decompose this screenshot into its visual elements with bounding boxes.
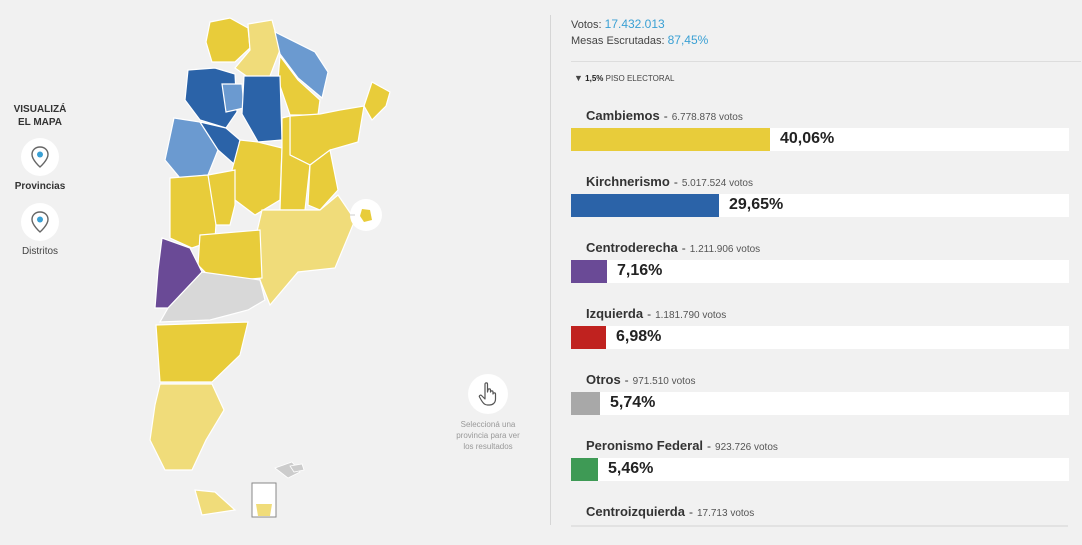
party-separator: - <box>688 505 693 519</box>
argentina-map[interactable] <box>140 10 400 520</box>
party-votes: 17.713 votos <box>696 508 755 519</box>
triangle-down-icon: ▼ <box>574 73 583 83</box>
party-votes: 923.726 votos <box>715 442 778 453</box>
mesas-value: 87,45% <box>667 33 709 47</box>
map-hint: Seleccioná una provincia para ver los re… <box>450 374 526 452</box>
mesas-line: Mesas Escrutadas: 87,45% <box>571 33 708 49</box>
party-bar-fill <box>571 128 770 151</box>
votos-value: 17.432.013 <box>604 17 665 31</box>
party-header: Centroizquierda -17.713 votos <box>586 503 1082 521</box>
total-votes-line: Votos: 17.432.013 <box>571 17 708 33</box>
party-header: Izquierda -1.181.790 votos <box>586 305 1082 323</box>
distritos-label: Distritos <box>21 246 59 257</box>
party-name: Cambiemos <box>586 108 660 123</box>
province-catamarca[interactable] <box>184 67 238 129</box>
party-bar-track: 6,98% <box>571 326 1069 349</box>
hand-pointer-icon <box>468 374 508 414</box>
party-row[interactable]: Centroizquierda -17.713 votos <box>571 503 1071 521</box>
party-bar-fill <box>571 260 607 283</box>
party-percentage: 40,06% <box>780 130 835 147</box>
party-header: Cambiemos -6.778.878 votos <box>586 107 1082 125</box>
party-votes: 5.017.524 votos <box>681 178 753 189</box>
party-name: Centroizquierda <box>586 504 685 519</box>
party-percentage: 5,46% <box>608 460 654 477</box>
piso-threshold: 1,5% <box>585 74 604 83</box>
party-separator: - <box>624 373 629 387</box>
piso-label: PISO ELECTORAL <box>605 74 675 83</box>
party-header: Peronismo Federal -923.726 votos <box>586 437 1082 455</box>
province-tucuman[interactable] <box>221 83 245 113</box>
party-bar-fill <box>571 458 598 481</box>
summary-divider <box>571 61 1081 62</box>
piso-electoral-toggle[interactable]: ▼ 1,5% PISO ELECTORAL <box>574 73 674 83</box>
map-hint-text: Seleccioná una provincia para ver los re… <box>456 420 520 451</box>
party-header: Centroderecha -1.211.906 votos <box>586 239 1082 257</box>
panel-divider <box>550 15 551 525</box>
province-buenos-aires[interactable] <box>254 194 356 307</box>
province-chubut[interactable] <box>155 321 249 383</box>
party-name: Otros <box>586 372 621 387</box>
party-bar-fill <box>571 392 600 415</box>
party-separator: - <box>707 439 712 453</box>
party-header: Otros -971.510 votos <box>586 371 1082 389</box>
caba-inset[interactable] <box>350 199 382 231</box>
province-rio-negro[interactable] <box>158 271 266 323</box>
province-entre-rios[interactable] <box>307 148 339 211</box>
party-bar-track: 5,46% <box>571 458 1069 481</box>
party-votes: 6.778.878 votos <box>671 112 743 123</box>
party-bar-fill <box>571 194 719 217</box>
party-percentage: 29,65% <box>729 196 784 213</box>
vote-summary: Votos: 17.432.013 Mesas Escrutadas: 87,4… <box>571 17 708 49</box>
province-san-luis[interactable] <box>207 169 236 226</box>
party-row[interactable]: Peronismo Federal -923.726 votos 5,46% <box>571 437 1071 481</box>
province-misiones[interactable] <box>363 81 391 121</box>
party-row[interactable]: Cambiemos -6.778.878 votos 40,06% <box>571 107 1071 151</box>
distritos-toggle[interactable]: Distritos <box>10 203 70 257</box>
party-votes: 1.181.790 votos <box>655 310 727 321</box>
party-header: Kirchnerismo -5.017.524 votos <box>586 173 1082 191</box>
results-bottom-rule <box>571 525 1068 527</box>
party-name: Centroderecha <box>586 240 678 255</box>
party-bar-track: 40,06% <box>571 128 1069 151</box>
province-cordoba[interactable] <box>231 139 283 216</box>
party-row[interactable]: Otros -971.510 votos 5,74% <box>571 371 1071 415</box>
province-formosa[interactable] <box>274 30 329 100</box>
party-percentage: 5,74% <box>610 394 656 411</box>
province-santiago[interactable] <box>241 75 283 143</box>
party-votes: 1.211.906 votos <box>689 244 761 255</box>
party-separator: - <box>663 109 668 123</box>
visualize-map-title: VISUALIZÁ EL MAPA <box>13 104 67 128</box>
party-row[interactable]: Centroderecha -1.211.906 votos 7,16% <box>571 239 1071 283</box>
party-bar-track: 7,16% <box>571 260 1069 283</box>
province-santa-fe[interactable] <box>279 115 311 211</box>
province-tierra-del-fuego[interactable] <box>194 489 237 516</box>
provincias-toggle[interactable]: Provincias <box>10 138 70 192</box>
party-percentage: 7,16% <box>617 262 663 279</box>
map-panel: VISUALIZÁ EL MAPA Provincias Distritos <box>10 10 526 520</box>
antartida-inset <box>251 482 277 518</box>
party-separator: - <box>673 175 678 189</box>
party-row[interactable]: Izquierda -1.181.790 votos 6,98% <box>571 305 1071 349</box>
province-santa-cruz[interactable] <box>149 383 225 471</box>
mesas-label: Mesas Escrutadas: <box>571 35 665 47</box>
party-bar-fill <box>571 326 606 349</box>
province-jujuy[interactable] <box>205 17 251 63</box>
map-pin-icon <box>21 203 59 241</box>
map-pin-icon <box>21 138 59 176</box>
party-votes: 971.510 votos <box>632 376 696 387</box>
islas-malvinas <box>274 461 305 479</box>
party-separator: - <box>647 307 652 321</box>
provincias-label: Provincias <box>14 181 66 192</box>
party-row[interactable]: Kirchnerismo -5.017.524 votos 29,65% <box>571 173 1071 217</box>
party-name: Peronismo Federal <box>586 438 704 453</box>
votos-label: Votos: <box>571 19 602 31</box>
party-percentage: 6,98% <box>616 328 662 345</box>
party-bar-track: 29,65% <box>571 194 1069 217</box>
party-separator: - <box>681 241 686 255</box>
party-bar-track: 5,74% <box>571 392 1069 415</box>
party-name: Kirchnerismo <box>586 174 670 189</box>
party-name: Izquierda <box>586 306 644 321</box>
